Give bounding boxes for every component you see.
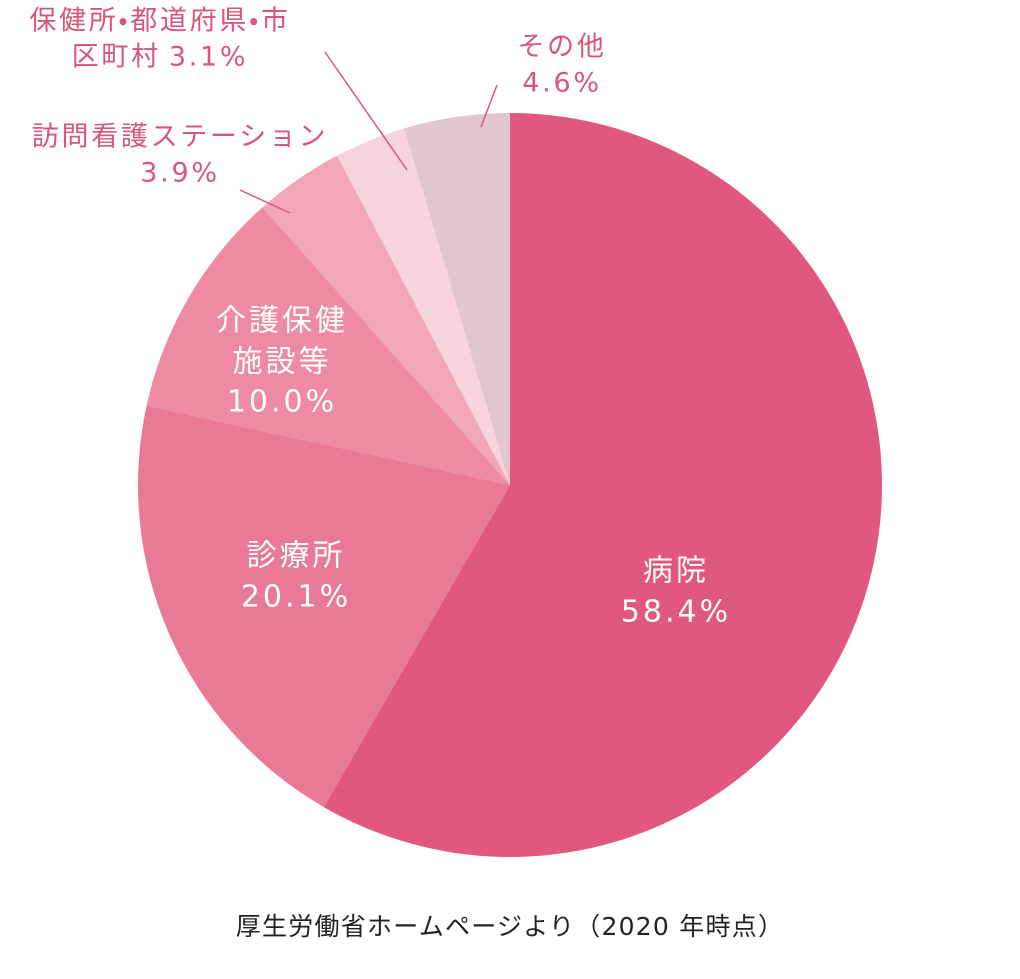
- slice-label: その他 4.6%: [517, 30, 606, 103]
- pie-slice: [337, 128, 510, 485]
- leader-line: [239, 189, 291, 214]
- category-label: 保健所・都道府県・市区町村: [29, 5, 291, 73]
- value-label: 3.1%: [168, 42, 249, 73]
- pie-slice: [138, 405, 510, 808]
- slice-label: 診療所 20.1%: [241, 537, 351, 618]
- pie-slice: [404, 113, 510, 485]
- value-label: 4.6%: [522, 68, 602, 99]
- pie-slice: [323, 113, 882, 857]
- slice-label: 保健所・都道府県・市区町村 3.1%: [21, 4, 299, 77]
- category-label: 病院: [643, 553, 709, 589]
- source-note: 厚生労働省ホームページより（2020 年時点）: [235, 912, 785, 941]
- category-label: 訪問看護ステーション: [31, 121, 329, 153]
- slice-label: 介護保健施設等 10.0%: [213, 301, 351, 423]
- pie-slice: [262, 155, 510, 485]
- value-label: 58.4%: [620, 594, 732, 629]
- category-label: 介護保健施設等: [216, 303, 348, 379]
- category-label: その他: [517, 31, 607, 63]
- slice-label: 訪問看護ステーション 3.9%: [32, 120, 328, 193]
- leader-line: [480, 84, 498, 128]
- value-label: 20.1%: [240, 579, 352, 614]
- value-label: 3.9%: [140, 158, 220, 189]
- leader-lines: [239, 51, 498, 214]
- category-label: 診療所: [246, 538, 346, 574]
- pie-slice: [146, 207, 510, 485]
- slice-label: 病院 58.4%: [621, 552, 731, 633]
- leader-line: [324, 51, 408, 171]
- value-label: 10.0%: [226, 384, 338, 420]
